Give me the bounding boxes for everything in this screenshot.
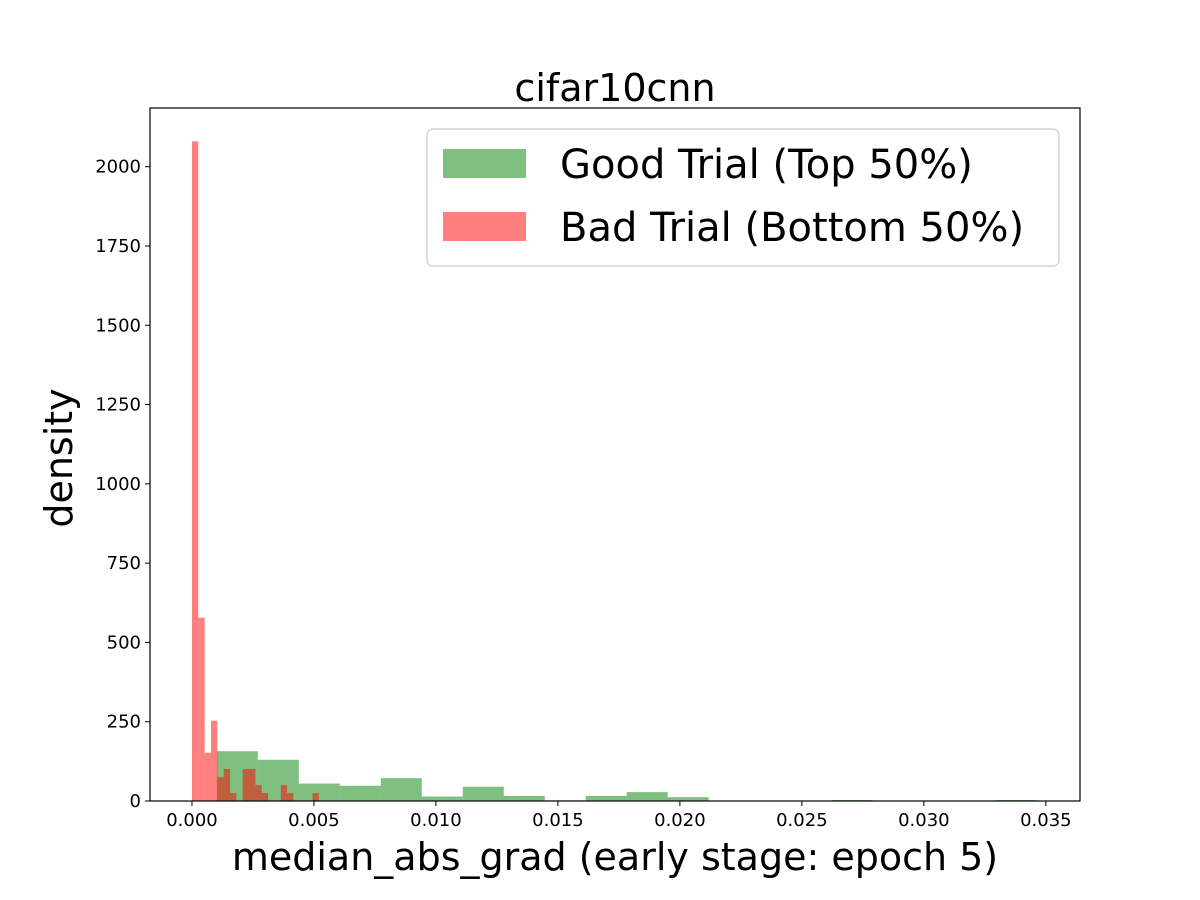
bad-trial-bar-9 [249,768,256,801]
good-trial-bar-7 [503,795,545,801]
x-tick-label-1: 0.005 [288,810,340,831]
bad-trial-bar-5 [223,768,231,801]
y-tick-label-8: 2000 [95,157,141,178]
x-tick-label-0: 0.000 [166,810,218,831]
chart-title: cifar10cnn [514,66,715,110]
good-trial-bar-6 [462,786,504,801]
good-trial-bar-5 [421,796,463,801]
plot-area-frame [149,107,1081,802]
good-trial-bar-10 [626,792,668,801]
bad-trial-bar-11 [261,793,269,801]
bad-trial-bar-0 [191,141,199,801]
y-tick-label-3: 750 [107,553,141,574]
bad-trial-bar-4 [217,777,224,801]
bad-trial-bar-1 [198,617,205,801]
y-tick-label-1: 250 [107,712,141,733]
legend: Good Trial (Top 50%) Bad Trial (Bottom 5… [426,128,1060,267]
legend-swatch-bad-trial [443,212,526,241]
legend-swatch-good-trial [443,149,526,178]
bad-trial-bar-2 [204,752,211,801]
legend-frame [426,128,1060,267]
x-axis: 0.000 0.005 0.010 0.015 0.020 0.025 0.030 0.035 [166,801,1072,831]
bad-trial-bar-14 [280,785,288,801]
legend-label-bad-trial: Bad Trial (Bottom 50%) [560,205,1024,251]
x-tick-label-6: 0.030 [898,810,950,831]
good-trial-bar-4 [380,778,422,801]
y-axis-label: density [37,388,81,527]
good-trial-bar-9 [585,795,627,801]
x-axis-label: median_abs_grad (early stage: epoch 5) [232,835,998,879]
bad-trial-bar-3 [210,720,218,801]
good-trial-bar-3 [339,785,381,801]
y-tick-label-6: 1500 [95,315,141,336]
bad-trial-bar-15 [287,793,294,801]
bad-trial-bar-19 [312,793,319,801]
legend-label-good-trial: Good Trial (Top 50%) [560,142,973,188]
y-tick-label-4: 1000 [95,474,141,495]
x-tick-label-3: 0.015 [532,810,584,831]
y-tick-label-2: 500 [107,632,141,653]
bars-layer [191,141,1037,801]
y-tick-label-0: 0 [130,791,141,812]
good-trial-bar-11 [667,797,709,801]
y-axis: 0 250 500 750 1000 1250 1500 1750 2000 [95,157,150,812]
x-tick-label-5: 0.025 [776,810,828,831]
y-tick-label-7: 1750 [95,236,141,257]
bad-trial-bar-8 [242,768,250,801]
x-tick-label-7: 0.035 [1020,810,1072,831]
x-tick-label-4: 0.020 [654,810,706,831]
bad-trial-bar-6 [230,793,237,801]
y-tick-label-5: 1250 [95,395,141,416]
x-tick-label-2: 0.010 [410,810,462,831]
good-trial-bar-2 [298,783,340,801]
bad-trial-bar-10 [255,785,262,801]
